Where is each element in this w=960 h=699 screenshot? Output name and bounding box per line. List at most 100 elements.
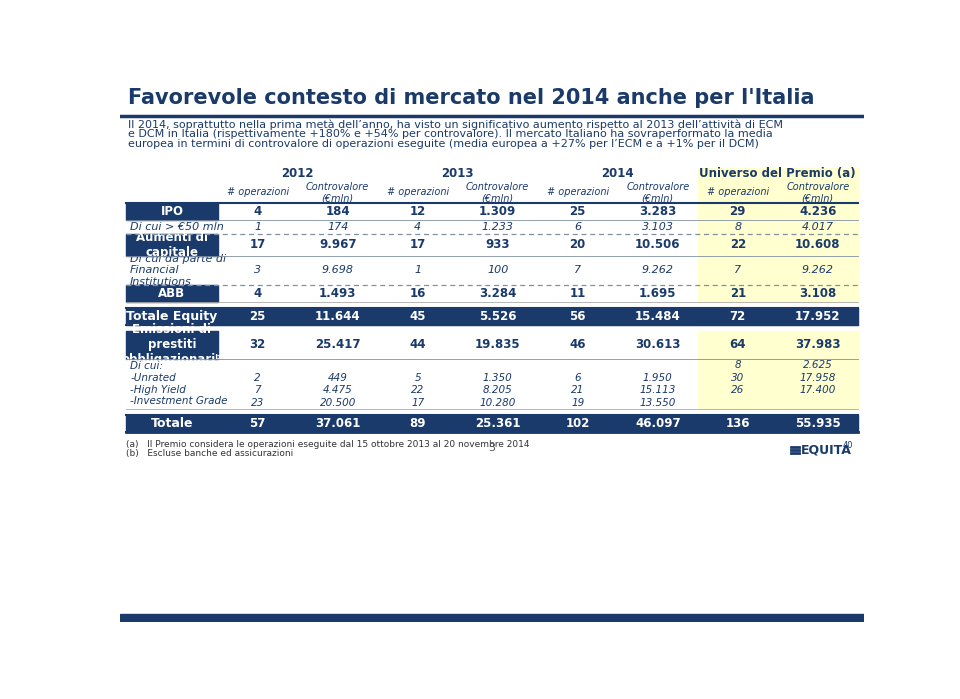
Text: 9.262: 9.262 [641,265,674,275]
Text: 46.097: 46.097 [635,417,681,430]
Text: 4.017: 4.017 [802,222,834,232]
Text: 21: 21 [571,385,585,395]
Text: 4.236: 4.236 [799,206,836,218]
Text: 44: 44 [410,338,426,352]
Text: Di cui > €50 mln: Di cui > €50 mln [130,222,224,232]
Text: 15.113: 15.113 [639,385,676,395]
Text: EQUITA: EQUITA [802,444,852,457]
Bar [126,415,858,432]
Text: 11: 11 [569,287,586,300]
Text: 25.361: 25.361 [475,417,520,430]
Bar [126,308,858,325]
Text: 30.613: 30.613 [636,338,681,352]
Text: 6: 6 [574,222,582,232]
Text: 2: 2 [254,373,261,382]
Text: 1: 1 [414,265,421,275]
Text: 16: 16 [410,287,426,300]
Bar [698,308,858,325]
Text: 1: 1 [254,222,261,232]
Text: 102: 102 [565,417,590,430]
Text: 19.835: 19.835 [475,338,520,352]
Text: # operazioni: # operazioni [227,187,289,197]
Text: 12: 12 [410,206,426,218]
Text: 57: 57 [250,417,266,430]
Text: 449: 449 [327,373,348,382]
Bar [126,285,218,302]
Bar [698,331,858,359]
Text: 1.350: 1.350 [483,373,513,382]
Bar [698,285,858,302]
Text: Di cui da parte di
Financial
Institutions: Di cui da parte di Financial Institution… [130,254,227,287]
Text: 46: 46 [569,338,586,352]
Text: # operazioni: # operazioni [546,187,609,197]
Text: 15.484: 15.484 [635,310,681,323]
Text: 89: 89 [410,417,426,430]
Text: # operazioni: # operazioni [707,187,769,197]
Text: 20.500: 20.500 [320,398,356,408]
Text: Controvalore
(€mln): Controvalore (€mln) [306,182,370,203]
Text: 11.644: 11.644 [315,310,361,323]
Text: Controvalore
(€mln): Controvalore (€mln) [786,182,850,203]
Text: 5.526: 5.526 [479,310,516,323]
Text: 72: 72 [730,310,746,323]
Text: 25.417: 25.417 [315,338,360,352]
Text: 1.950: 1.950 [643,373,673,382]
Text: 184: 184 [325,206,350,218]
Text: 3.103: 3.103 [641,222,674,232]
Text: 174: 174 [327,222,348,232]
Text: europea in termini di controvalore di operazioni eseguite (media europea a +27% : europea in termini di controvalore di op… [128,139,758,150]
Text: 136: 136 [726,417,750,430]
Text: 3.283: 3.283 [639,206,677,218]
Text: 5: 5 [415,373,421,382]
Text: 8: 8 [734,360,741,370]
Text: 2013: 2013 [442,168,474,180]
Text: 1.493: 1.493 [319,287,356,300]
Text: 45: 45 [410,310,426,323]
Bar [698,168,858,203]
Text: 10.280: 10.280 [480,398,516,408]
Text: ABB: ABB [158,287,185,300]
Text: Totale: Totale [151,417,193,430]
Text: 29: 29 [730,206,746,218]
Text: (b)   Escluse banche ed assicurazioni: (b) Escluse banche ed assicurazioni [126,449,294,458]
Text: 10.506: 10.506 [635,238,681,252]
Text: 55.935: 55.935 [795,417,841,430]
Text: 3: 3 [489,442,495,453]
Text: 8.205: 8.205 [483,385,513,395]
Text: 26: 26 [732,385,744,395]
Text: Di cui:
-Unrated
-High Yield
-Investment Grade: Di cui: -Unrated -High Yield -Investment… [130,361,228,406]
Text: 933: 933 [486,238,510,252]
Text: 1.695: 1.695 [639,287,677,300]
Text: 3: 3 [254,265,261,275]
Text: 7: 7 [574,265,582,275]
Text: 2012: 2012 [281,168,314,180]
Text: # operazioni: # operazioni [387,187,449,197]
Text: IPO: IPO [160,206,183,218]
Text: 56: 56 [569,310,586,323]
Bar [126,331,218,359]
Text: Controvalore
(€mln): Controvalore (€mln) [626,182,689,203]
Text: 25: 25 [569,206,586,218]
Text: 4: 4 [253,287,262,300]
Text: (a)   Il Premio considera le operazioni eseguite dal 15 ottobre 2013 al 20 novem: (a) Il Premio considera le operazioni es… [126,440,530,449]
Bar [698,234,858,256]
Text: Aumenti di
capitale: Aumenti di capitale [136,231,208,259]
Text: 4: 4 [253,206,262,218]
Text: 7: 7 [734,265,741,275]
Text: 17.400: 17.400 [800,385,836,395]
Text: 17: 17 [250,238,266,252]
Text: 32: 32 [250,338,266,352]
Text: 23: 23 [251,398,264,408]
Text: 3.284: 3.284 [479,287,516,300]
Text: 40: 40 [842,441,852,450]
Text: 30: 30 [732,373,744,382]
Text: 9.698: 9.698 [322,265,353,275]
Text: Totale Equity: Totale Equity [127,310,218,323]
Text: 9.967: 9.967 [319,238,356,252]
Text: e DCM in Italia (rispettivamente +180% e +54% per controvalore). Il mercato Ital: e DCM in Italia (rispettivamente +180% e… [128,129,773,139]
Text: 6: 6 [574,373,581,382]
Bar [698,415,858,432]
Text: 21: 21 [730,287,746,300]
Text: 4: 4 [414,222,421,232]
Text: 22: 22 [730,238,746,252]
